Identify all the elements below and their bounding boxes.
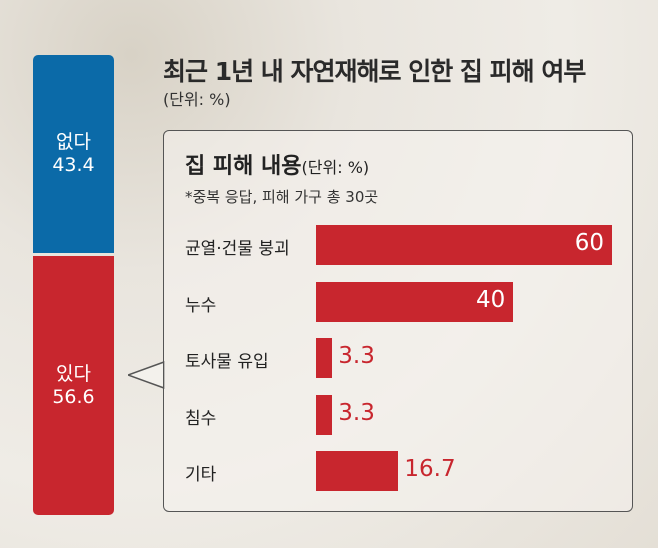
- chart-title: 최근 1년 내 자연재해로 인한 집 피해 여부: [163, 57, 586, 86]
- category-label: 토사물 유입: [185, 352, 269, 372]
- category-label: 침수: [185, 408, 217, 429]
- bar: [316, 225, 612, 265]
- detail-unit: (단위: %): [301, 158, 370, 177]
- bar: [316, 394, 333, 435]
- detail-title-text: 집 피해 내용: [185, 154, 302, 179]
- callout-pointer: [128, 360, 165, 390]
- segment-value: 56.6: [52, 385, 95, 408]
- bar: [316, 281, 514, 322]
- category-label: 누수: [185, 295, 217, 316]
- segment-label: 있다: [56, 362, 91, 385]
- value-label: 16.7: [404, 456, 456, 482]
- value-label: 40: [476, 286, 506, 313]
- detail-title: 집 피해 내용(단위: %): [185, 148, 369, 180]
- stacked-bar: 없다 43.4 있다 56.6: [33, 55, 114, 515]
- value-label: 3.3: [338, 399, 375, 426]
- category-label: 기타: [185, 465, 217, 485]
- stack-segment-yes: 있다 56.6: [33, 256, 114, 515]
- segment-label: 없다: [56, 131, 91, 154]
- stack-segment-no: 없다 43.4: [33, 55, 114, 254]
- bar: [316, 338, 333, 378]
- bar: [316, 451, 399, 491]
- segment-value: 43.4: [52, 154, 95, 177]
- category-label: 균열·건물 붕괴: [185, 239, 290, 259]
- value-label: 60: [574, 230, 604, 256]
- detail-note: *중복 응답, 피해 가구 총 30곳: [185, 188, 379, 206]
- value-label: 3.3: [338, 343, 375, 369]
- chart-unit: (단위: %): [163, 90, 231, 109]
